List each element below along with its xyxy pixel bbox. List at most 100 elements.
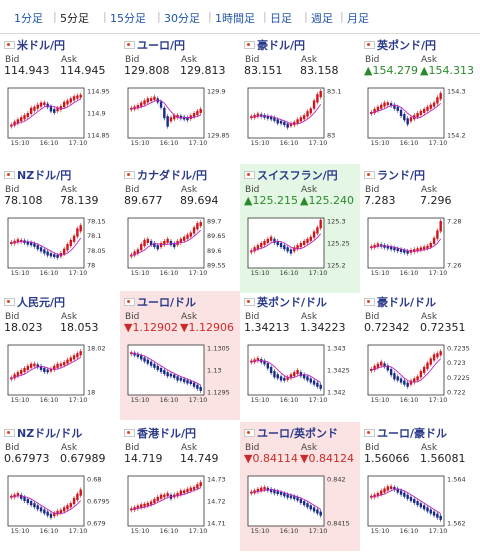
pair-title[interactable]: 人民元/円 <box>4 294 65 310</box>
bid-label: Bid <box>365 55 380 65</box>
currency-card[interactable]: ユーロ/英ポンド Bid Ask ▼0.84114 ▼0.84124 0.842 0.841… <box>240 422 360 551</box>
bid-label: Bid <box>245 312 260 322</box>
pair-title[interactable]: ランド/円 <box>364 167 425 183</box>
pair-title[interactable]: ユーロ/ドル <box>124 294 196 310</box>
tab-4[interactable]: 1時間足 <box>215 12 255 25</box>
candle-body <box>20 370 23 375</box>
candle-body <box>432 354 436 361</box>
mini-candle-chart[interactable]: 78.15 78.1 78.05 78 15:10 16:10 17:10 <box>4 214 114 279</box>
pair-title[interactable]: ユーロ/英ポンド <box>244 425 338 441</box>
x-tick-label: 17:10 <box>429 396 448 404</box>
currency-card[interactable]: 香港ドル/円 Bid Ask 14.719 14.749 14.73 14.72 14.71 1… <box>120 422 240 551</box>
y-tick-label: 114.95 <box>87 88 110 96</box>
mini-candle-chart[interactable]: 129.9 129.85 15:10 16:10 17:10 <box>124 84 234 149</box>
currency-card[interactable]: 豪ドル/円 Bid Ask 83.151 83.158 83.1 83 15:10 16:10 1… <box>240 34 360 163</box>
pair-title[interactable]: ユーロ/豪ドル <box>364 425 447 441</box>
mini-candle-chart[interactable]: 125.3 125.25 125.2 15:10 16:10 17:10 <box>244 214 354 279</box>
tab-2[interactable]: 15分足 <box>110 12 146 25</box>
pair-title[interactable]: 英ポンド/円 <box>364 37 436 53</box>
candle-body <box>182 490 186 494</box>
candle-body <box>33 363 36 367</box>
candle-body <box>380 361 383 366</box>
pair-title[interactable]: 英ポンド/ドル <box>244 294 327 310</box>
mini-candle-chart[interactable]: 83.1 83 15:10 16:10 17:10 <box>244 84 354 149</box>
currency-card[interactable]: 米ドル/円 Bid Ask 114.943 114.945 114.95 114.9 114.… <box>0 34 120 163</box>
tab-7[interactable]: 月足 <box>347 12 369 25</box>
mini-candle-chart[interactable]: 0.842 0.8415 15:10 16:10 17:10 <box>244 472 354 537</box>
candle-body <box>16 239 20 243</box>
currency-card[interactable]: NZドル/円 Bid Ask 78.108 78.139 78.15 78.1 78.05 78… <box>0 164 120 293</box>
currency-card[interactable]: 豪ドル/ドル Bid Ask 0.72342 0.72351 0.7235 0.723 0.7… <box>360 291 480 420</box>
currency-card[interactable]: ユーロ/ドル Bid Ask ▼1.12902 ▼1.12906 1.1305 1.13 1.… <box>120 291 240 420</box>
pair-title[interactable]: NZドル/ドル <box>4 425 82 441</box>
mini-candle-chart[interactable]: 0.68 0.6795 0.679 15:10 16:10 17:10 <box>4 472 114 537</box>
pair-title[interactable]: カナダドル/円 <box>124 167 207 183</box>
currency-card[interactable]: カナダドル/円 Bid Ask 89.677 89.694 89.7 89.65 89.6 89… <box>120 164 240 293</box>
candle-body <box>192 227 196 234</box>
tab-6[interactable]: 週足 <box>311 12 333 25</box>
mini-candle-chart[interactable]: 89.7 89.65 89.6 89.55 15:10 16:10 17:10 <box>124 214 234 279</box>
currency-card[interactable]: スイスフラン/円 Bid Ask ▲125.215 ▲125.240 125.3 125.2… <box>240 164 360 293</box>
candle-body <box>56 363 59 368</box>
pair-title[interactable]: NZドル/円 <box>4 167 71 183</box>
tab-5[interactable]: 日足 <box>270 12 292 25</box>
currency-card[interactable]: ランド/円 Bid Ask 7.283 7.296 7.28 7.26 15:10 16:10 1… <box>360 164 480 293</box>
candle-body <box>173 374 176 378</box>
candle-body <box>263 486 266 490</box>
pair-name: 豪ドル/円 <box>257 39 306 52</box>
mini-candle-chart[interactable]: 0.7235 0.723 0.7225 0.722 15:10 16:10 17:10 <box>364 341 474 406</box>
candle-body <box>46 369 49 373</box>
pair-title[interactable]: 米ドル/円 <box>4 37 65 53</box>
mini-candle-chart[interactable]: 18.02 18 15:10 16:10 17:10 <box>4 341 114 406</box>
tab-3[interactable]: 30分足 <box>164 12 200 25</box>
candle-body <box>376 363 380 368</box>
pair-title[interactable]: ユーロ/円 <box>124 37 185 53</box>
candle-body <box>296 497 299 501</box>
candle-body <box>266 487 270 491</box>
mini-candle-chart[interactable]: 1.343 1.3425 1.342 15:10 16:10 17:10 <box>244 341 354 406</box>
x-tick-label: 16:10 <box>280 396 299 404</box>
pair-name: ユーロ/英ポンド <box>257 427 339 440</box>
candle-body <box>59 363 63 367</box>
candle-body <box>189 232 192 237</box>
currency-card[interactable]: 英ポンド/ドル Bid Ask 1.34213 1.34223 1.343 1.3425 1.… <box>240 291 360 420</box>
ask-label: Ask <box>181 185 198 195</box>
candle-body <box>39 507 43 512</box>
mini-candle-chart[interactable]: 114.95 114.9 114.85 15:10 16:10 17:10 <box>4 84 114 149</box>
currency-card[interactable]: 英ポンド/円 Bid Ask ▲154.279 ▲154.313 154.3 154.2 15… <box>360 34 480 163</box>
currency-card[interactable]: ユーロ/円 Bid Ask 129.808 129.813 129.9 129.85 15:1… <box>120 34 240 163</box>
currency-card[interactable]: NZドル/ドル Bid Ask 0.67973 0.67989 0.68 0.6795 0.6… <box>0 422 120 551</box>
x-tick-label: 16:10 <box>160 139 179 147</box>
ask-value: ▼1.12906 <box>180 321 234 334</box>
bid-label: Bid <box>5 443 20 453</box>
tab-1[interactable]: 5分足 <box>60 12 89 25</box>
mini-candle-chart[interactable]: 1.564 1.562 15:10 16:10 17:10 <box>364 472 474 537</box>
candle-body <box>16 493 20 497</box>
pair-title[interactable]: スイスフラン/円 <box>244 167 338 183</box>
tab-0[interactable]: 1分足 <box>14 12 43 25</box>
chart-frame <box>247 475 325 527</box>
candle-body <box>49 106 53 112</box>
pair-title[interactable]: 豪ドル/円 <box>244 37 305 53</box>
x-tick-label: 16:10 <box>40 139 59 147</box>
mini-candle-chart[interactable]: 14.73 14.72 14.71 15:10 16:10 17:10 <box>124 472 234 537</box>
pair-title[interactable]: 香港ドル/円 <box>124 425 196 441</box>
mini-candle-chart[interactable]: 1.1305 1.13 1.1295 15:10 16:10 17:10 <box>124 341 234 406</box>
candle-body <box>386 365 390 371</box>
y-tick-label: 1.342 <box>327 389 346 397</box>
mini-candle-chart[interactable]: 154.3 154.2 15:10 16:10 17:10 <box>364 84 474 149</box>
x-tick-label: 16:10 <box>40 269 59 277</box>
y-tick-label: 1.562 <box>447 520 466 528</box>
mini-candle-chart[interactable]: 7.28 7.26 15:10 16:10 17:10 <box>364 214 474 279</box>
candle-body <box>273 117 276 121</box>
currency-card[interactable]: ユーロ/豪ドル Bid Ask 1.56066 1.56081 1.564 1.562 15:… <box>360 422 480 551</box>
y-tick-label: 18.02 <box>87 345 106 353</box>
candle-body <box>416 501 419 506</box>
currency-card[interactable]: 人民元/円 Bid Ask 18.023 18.053 18.02 18 15:10 16:10… <box>0 291 120 420</box>
moving-average-line <box>131 230 201 257</box>
candle-body <box>426 106 429 111</box>
candle-body <box>143 357 146 362</box>
candle-body <box>62 101 66 108</box>
pair-title[interactable]: 豪ドル/ドル <box>364 294 436 310</box>
candle-body <box>49 513 53 518</box>
